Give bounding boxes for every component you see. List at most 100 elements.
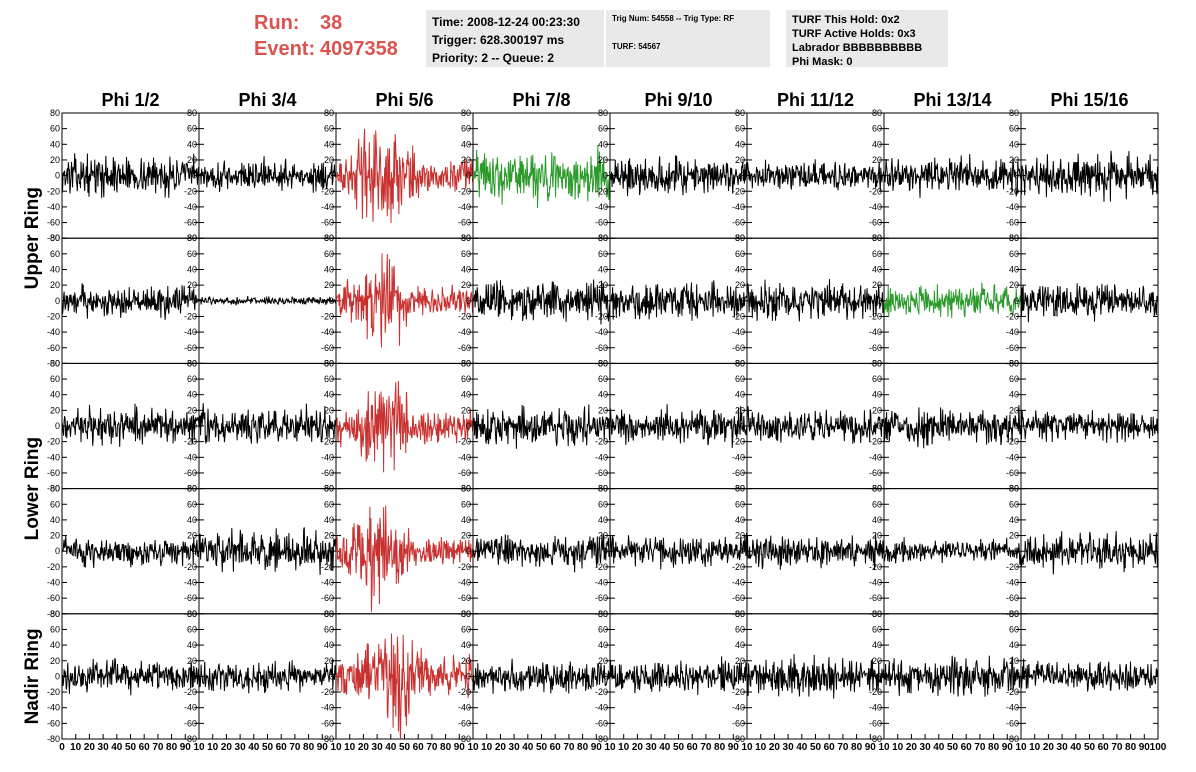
y-tick-label: 40 xyxy=(1009,139,1019,149)
x-tick-label: 60 xyxy=(139,742,151,753)
y-tick-label: -20 xyxy=(1006,687,1019,697)
y-tick-label: 80 xyxy=(187,108,197,118)
y-tick-label: -60 xyxy=(595,718,608,728)
waveform-trace xyxy=(746,533,885,570)
y-tick-label: 20 xyxy=(324,155,334,165)
y-tick-label: 60 xyxy=(461,499,471,509)
x-tick-label: 50 xyxy=(125,742,137,753)
x-tick-label: 70 xyxy=(426,742,438,753)
y-tick-label: -40 xyxy=(595,202,608,212)
x-tick-label: 70 xyxy=(1111,742,1123,753)
y-tick-label: -60 xyxy=(869,593,882,603)
y-tick-label: -60 xyxy=(732,718,745,728)
y-tick-label: 20 xyxy=(461,405,471,415)
y-tick-label: 40 xyxy=(324,515,334,525)
x-tick-label: 90 xyxy=(865,742,877,753)
y-tick-label: 0 xyxy=(877,421,882,431)
y-tick-label: 20 xyxy=(324,656,334,666)
y-tick-label: 80 xyxy=(1009,358,1019,368)
labrador-text: Labrador BBBBBBBBBB xyxy=(792,42,923,54)
x-tick-label: 10 xyxy=(330,742,342,753)
y-tick-label: 20 xyxy=(324,405,334,415)
y-tick-label: -20 xyxy=(458,562,471,572)
y-tick-label: 60 xyxy=(324,499,334,509)
y-tick-label: -80 xyxy=(1006,734,1019,744)
priority-text: Priority: 2 -- Queue: 2 xyxy=(432,51,555,65)
y-tick-label: -80 xyxy=(732,734,745,744)
turf-active-holds-text: TURF Active Holds: 0x3 xyxy=(792,28,916,40)
y-tick-label: -40 xyxy=(321,202,334,212)
y-tick-label: 0 xyxy=(329,671,334,681)
y-tick-label: -20 xyxy=(1006,311,1019,321)
y-tick-label: -20 xyxy=(732,311,745,321)
y-tick-label: 0 xyxy=(740,421,745,431)
y-tick-label: -80 xyxy=(47,609,60,619)
waveform-trace xyxy=(198,295,337,306)
y-tick-label: -60 xyxy=(732,218,745,228)
y-tick-label: 60 xyxy=(187,624,197,634)
y-tick-label: 0 xyxy=(55,671,60,681)
y-tick-label: -20 xyxy=(184,687,197,697)
x-tick-label: 50 xyxy=(262,742,274,753)
y-tick-label: -80 xyxy=(47,233,60,243)
column-header: Phi 5/6 xyxy=(375,90,433,110)
row-label: Upper Ring xyxy=(22,187,43,289)
y-tick-label: -20 xyxy=(184,311,197,321)
y-tick-label: -20 xyxy=(595,311,608,321)
waveform-trace xyxy=(472,658,611,694)
y-tick-label: 0 xyxy=(192,671,197,681)
y-tick-label: -40 xyxy=(869,703,882,713)
turf-text: TURF: 54567 xyxy=(612,42,661,51)
y-tick-label: 0 xyxy=(1014,296,1019,306)
y-tick-label: 20 xyxy=(735,280,745,290)
x-tick-label: 0 xyxy=(59,742,65,753)
y-tick-label: 20 xyxy=(461,531,471,541)
waveform-trace xyxy=(1020,531,1159,575)
x-tick-label: 100 xyxy=(1150,742,1167,753)
y-tick-label: -80 xyxy=(321,734,334,744)
y-tick-label: 0 xyxy=(877,171,882,181)
x-tick-label: 10 xyxy=(1029,742,1041,753)
y-tick-label: 80 xyxy=(735,358,745,368)
x-tick-label: 80 xyxy=(166,742,178,753)
y-tick-label: -20 xyxy=(184,562,197,572)
y-tick-label: 40 xyxy=(50,640,60,650)
x-tick-label: 30 xyxy=(920,742,932,753)
y-tick-label: 40 xyxy=(872,640,882,650)
x-tick-label: 20 xyxy=(769,742,781,753)
y-tick-label: 40 xyxy=(324,139,334,149)
waveform-trace xyxy=(472,279,611,325)
y-tick-label: 20 xyxy=(461,155,471,165)
turf-info-panel: TURF This Hold: 0x2 TURF Active Holds: 0… xyxy=(786,10,948,68)
y-tick-label: 80 xyxy=(872,484,882,494)
y-tick-label: -60 xyxy=(321,593,334,603)
y-tick-label: -40 xyxy=(458,578,471,588)
waveform-trace xyxy=(61,283,200,320)
y-tick-label: 60 xyxy=(50,499,60,509)
y-tick-label: -20 xyxy=(869,311,882,321)
y-tick-label: 80 xyxy=(598,108,608,118)
y-tick-label: 20 xyxy=(872,656,882,666)
waveform-trace xyxy=(610,155,748,197)
x-tick-label: 60 xyxy=(824,742,836,753)
y-tick-label: 0 xyxy=(55,546,60,556)
x-tick-label: 10 xyxy=(604,742,616,753)
y-tick-label: -60 xyxy=(595,343,608,353)
y-tick-label: 60 xyxy=(50,374,60,384)
x-tick-label: 50 xyxy=(947,742,959,753)
y-tick-label: 40 xyxy=(50,515,60,525)
y-tick-label: -40 xyxy=(184,703,197,713)
column-header: Phi 1/2 xyxy=(101,90,159,110)
y-tick-label: -20 xyxy=(458,437,471,447)
y-tick-label: 80 xyxy=(872,609,882,619)
waveform-trace xyxy=(61,535,200,569)
x-tick-label: 60 xyxy=(687,742,699,753)
y-tick-label: -40 xyxy=(869,578,882,588)
y-tick-label: -20 xyxy=(869,687,882,697)
